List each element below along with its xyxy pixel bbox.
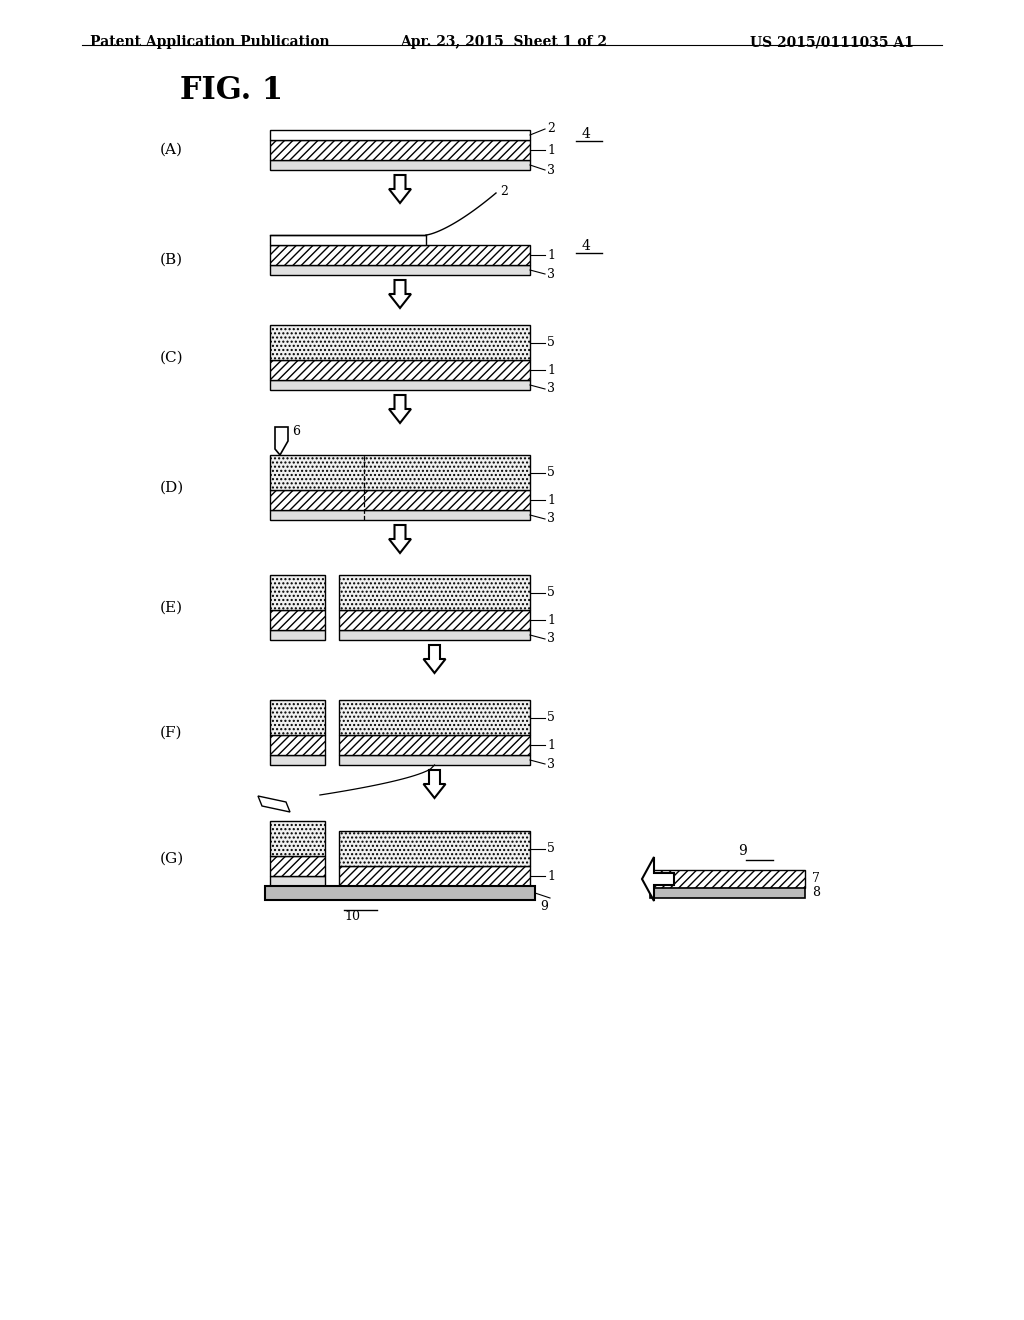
- Text: 7: 7: [812, 873, 820, 886]
- Text: Patent Application Publication: Patent Application Publication: [90, 36, 330, 49]
- Text: 1: 1: [547, 738, 555, 751]
- Text: 4: 4: [582, 239, 591, 253]
- Text: 5: 5: [547, 842, 555, 855]
- Text: 8: 8: [812, 887, 820, 899]
- Bar: [270, 490, 530, 510]
- Text: 1: 1: [547, 248, 555, 261]
- Bar: [270, 160, 530, 170]
- Bar: [270, 610, 325, 630]
- Bar: [339, 576, 530, 610]
- Bar: [339, 735, 530, 755]
- Text: 9: 9: [540, 899, 548, 912]
- Bar: [270, 510, 530, 520]
- Polygon shape: [389, 176, 411, 203]
- Bar: [270, 235, 426, 246]
- Text: (B): (B): [160, 253, 183, 267]
- Bar: [270, 380, 530, 389]
- Bar: [270, 576, 325, 610]
- Bar: [339, 755, 530, 766]
- Text: FIG. 1: FIG. 1: [180, 75, 283, 106]
- Bar: [270, 129, 530, 140]
- Text: 2: 2: [547, 123, 555, 136]
- Polygon shape: [389, 525, 411, 553]
- Bar: [270, 265, 530, 275]
- Text: 1: 1: [547, 144, 555, 157]
- Bar: [339, 700, 530, 735]
- Polygon shape: [275, 426, 288, 455]
- Text: (A): (A): [160, 143, 183, 157]
- Text: 5: 5: [547, 466, 555, 479]
- Text: 3: 3: [547, 512, 555, 525]
- Polygon shape: [258, 796, 290, 812]
- Text: 3: 3: [547, 632, 555, 645]
- Text: 5: 5: [547, 711, 555, 723]
- Text: Apr. 23, 2015  Sheet 1 of 2: Apr. 23, 2015 Sheet 1 of 2: [400, 36, 607, 49]
- Text: US 2015/0111035 A1: US 2015/0111035 A1: [750, 36, 913, 49]
- Text: (G): (G): [160, 851, 184, 866]
- Bar: [270, 360, 530, 380]
- Polygon shape: [424, 770, 445, 799]
- Text: 4: 4: [582, 127, 591, 141]
- Text: (F): (F): [160, 726, 182, 739]
- Text: (C): (C): [160, 351, 183, 364]
- Bar: [650, 870, 805, 888]
- Text: 5: 5: [547, 337, 555, 348]
- Polygon shape: [642, 857, 674, 902]
- Text: 6: 6: [292, 425, 300, 437]
- Bar: [339, 866, 530, 886]
- Polygon shape: [424, 645, 445, 673]
- Bar: [270, 140, 530, 160]
- Bar: [270, 855, 325, 876]
- Text: 2: 2: [500, 185, 508, 198]
- Text: 1: 1: [547, 870, 555, 883]
- Bar: [270, 630, 325, 640]
- Bar: [339, 610, 530, 630]
- Bar: [270, 455, 530, 490]
- Text: 1: 1: [547, 363, 555, 376]
- Text: 3: 3: [547, 758, 555, 771]
- Text: 5: 5: [547, 586, 555, 599]
- Text: (E): (E): [160, 601, 183, 615]
- Text: 10: 10: [344, 909, 360, 923]
- Text: (D): (D): [160, 480, 184, 495]
- Bar: [650, 888, 805, 898]
- Bar: [339, 832, 530, 866]
- Bar: [270, 821, 325, 855]
- Bar: [270, 325, 530, 360]
- Polygon shape: [389, 395, 411, 422]
- Bar: [270, 735, 325, 755]
- Bar: [270, 755, 325, 766]
- Bar: [265, 886, 535, 900]
- Bar: [270, 246, 530, 265]
- Text: 3: 3: [547, 383, 555, 396]
- Text: 3: 3: [547, 268, 555, 281]
- Text: 3: 3: [547, 164, 555, 177]
- Text: 1: 1: [547, 494, 555, 507]
- Text: 9: 9: [738, 843, 746, 858]
- Polygon shape: [389, 280, 411, 308]
- Bar: [270, 700, 325, 735]
- Text: 1: 1: [547, 614, 555, 627]
- Bar: [270, 876, 325, 886]
- Bar: [339, 630, 530, 640]
